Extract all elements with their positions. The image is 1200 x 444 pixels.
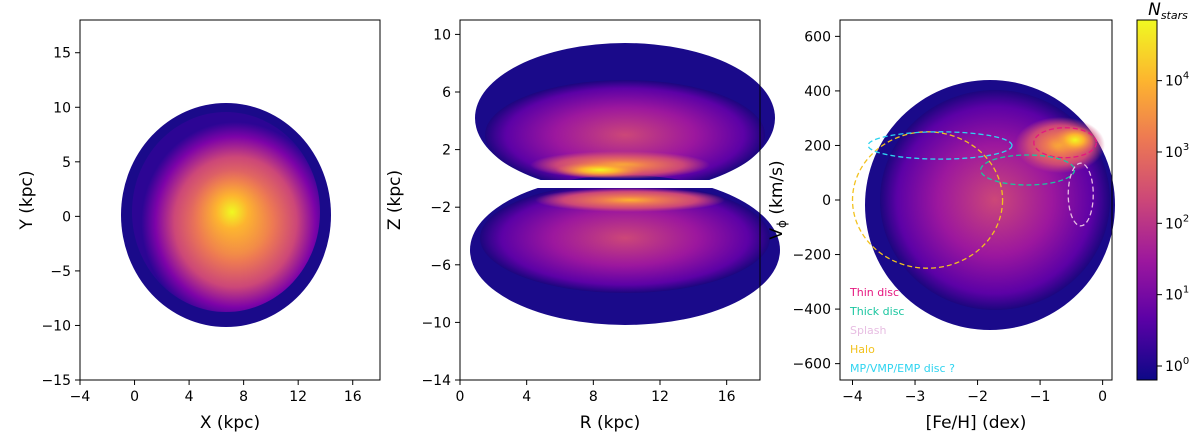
colorbar-gradient xyxy=(1136,19,1158,381)
xy-x-tick-label: 16 xyxy=(344,389,362,405)
feh-vphi-density-map xyxy=(865,80,1115,330)
ellipse-thin-disc xyxy=(1033,127,1098,159)
colorbar-tick-label: 100 xyxy=(1165,356,1189,375)
rz-x-axis-label: R (kpc) xyxy=(580,413,640,433)
rz-y-axis-label: Z (kpc) xyxy=(385,170,405,230)
colorbar-tick-label: 103 xyxy=(1165,142,1189,161)
xy-density-map xyxy=(121,103,331,327)
xy-y-axis-label: Y (kpc) xyxy=(17,170,37,230)
colorbar-tick-label: 104 xyxy=(1165,71,1189,90)
rz-plot-frame xyxy=(459,19,761,381)
xy-y-tick-label: −10 xyxy=(41,318,71,334)
ellipse-mp-vmp-emp-disc xyxy=(867,131,1013,160)
feh-y-axis-label: Vϕ (km/s) xyxy=(767,160,789,239)
legend-splash: Splash xyxy=(850,324,886,337)
xy-y-tick-label: −15 xyxy=(41,373,71,389)
panel-rz: 0 4 8 12 16 −14 −10 −6 −2 2 6 10 R (kpc) Z (kpc) xyxy=(385,19,780,433)
xy-y-tick-label: −5 xyxy=(50,264,71,280)
panel-feh-vphi: Thin disc Thick disc Splash Halo MP/VMP/EMP … xyxy=(767,19,1115,433)
rz-lower-lobe xyxy=(480,183,770,293)
panel-xy: −4 0 4 8 12 16 −15 −10 −5 0 5 10 15 X (kpc) Y (kpc) xyxy=(17,19,381,433)
rz-y-tick-label: 10 xyxy=(433,27,451,43)
colorbar-label: Nstars xyxy=(1148,0,1188,22)
xy-x-axis-label: X (kpc) xyxy=(200,413,260,433)
colorbar: 100 101 102 103 104 Nstars xyxy=(1136,0,1189,381)
rz-x-tick-label: 0 xyxy=(456,389,465,405)
rz-y-tick-label: −10 xyxy=(421,315,451,331)
rz-y-tick-label: 6 xyxy=(442,85,451,101)
rz-y-tick-label: 2 xyxy=(442,143,451,159)
xy-y-tick-label: 5 xyxy=(62,155,71,171)
rz-lower-plane xyxy=(535,188,725,212)
feh-x-axis-label: [Fe/H] (dex) xyxy=(926,413,1027,433)
ellipse-splash xyxy=(1067,162,1094,227)
feh-x-tick-label: −4 xyxy=(842,389,863,405)
feh-x-tick-label: 0 xyxy=(1098,389,1107,405)
feh-y-tick-label: 400 xyxy=(804,84,831,100)
xy-x-tick-label: −4 xyxy=(70,389,91,405)
xy-y-tick-label: 15 xyxy=(53,46,71,62)
feh-x-tick-label: −2 xyxy=(967,389,988,405)
feh-y-tick-label: 0 xyxy=(822,193,831,209)
rz-gap xyxy=(480,180,780,188)
colorbar-tick-label: 101 xyxy=(1165,285,1189,304)
feh-y-tick-label: −400 xyxy=(793,302,831,318)
xy-x-tick-label: 0 xyxy=(130,389,139,405)
rz-y-tick-label: −14 xyxy=(421,373,451,389)
rz-core xyxy=(555,162,645,178)
rz-x-tick-label: 12 xyxy=(651,389,669,405)
feh-y-tick-label: 600 xyxy=(804,29,831,45)
rz-x-tick-label: 16 xyxy=(718,389,736,405)
legend-thin-disc: Thin disc xyxy=(849,286,899,299)
ellipse-thick-disc xyxy=(980,154,1076,186)
feh-thin-disc-core xyxy=(1053,126,1097,154)
feh-x-tick-label: −3 xyxy=(905,389,926,405)
rz-x-tick-label: 4 xyxy=(522,389,531,405)
xy-x-tick-label: 4 xyxy=(185,389,194,405)
rz-density-map xyxy=(470,43,780,325)
xy-plot-frame xyxy=(79,19,381,381)
feh-y-tick-label: −200 xyxy=(793,248,831,264)
legend-mp-vmp-emp-disc: MP/VMP/EMP disc ? xyxy=(850,362,955,375)
legend-halo: Halo xyxy=(850,343,875,356)
rz-y-tick-label: −2 xyxy=(430,200,451,216)
xy-x-tick-label: 8 xyxy=(239,389,248,405)
legend-thick-disc: Thick disc xyxy=(849,305,904,318)
colorbar-tick-label: 102 xyxy=(1165,213,1189,232)
feh-x-tick-label: −1 xyxy=(1030,389,1051,405)
xy-y-tick-label: 10 xyxy=(53,100,71,116)
rz-x-tick-label: 8 xyxy=(589,389,598,405)
xy-x-tick-label: 12 xyxy=(289,389,307,405)
feh-y-tick-label: −600 xyxy=(793,357,831,373)
rz-y-tick-label: −6 xyxy=(430,258,451,274)
xy-y-tick-label: 0 xyxy=(62,209,71,225)
feh-y-tick-label: 200 xyxy=(804,138,831,154)
xy-density-core xyxy=(192,170,272,254)
